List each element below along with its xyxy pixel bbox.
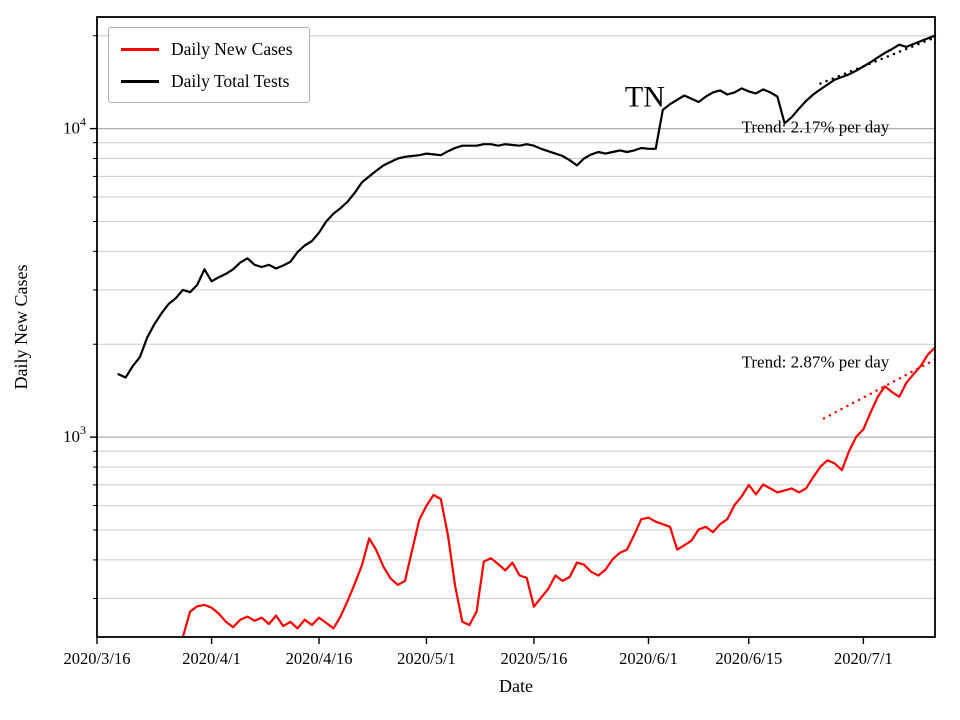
annotation-trend-2-17-per-day: Trend: 2.17% per day bbox=[742, 118, 890, 137]
trend-line-tests-trend bbox=[819, 36, 937, 85]
x-tick-label: 2020/5/1 bbox=[397, 649, 456, 668]
x-axis-label: Date bbox=[499, 676, 533, 696]
legend-item-daily-new-cases: Daily New Cases bbox=[121, 37, 293, 61]
y-tick-label: 104 bbox=[63, 115, 86, 138]
series-line-daily-new-cases bbox=[181, 346, 937, 639]
x-tick-label: 2020/5/16 bbox=[500, 649, 567, 668]
x-tick-label: 2020/7/1 bbox=[834, 649, 893, 668]
series-line-daily-total-tests bbox=[117, 34, 937, 379]
legend-line-daily-new-cases-icon bbox=[121, 47, 159, 51]
annotation-trend-2-87-per-day: Trend: 2.87% per day bbox=[742, 353, 890, 372]
axes-layer: 2020/3/16 2020/4/1 2020/4/16 2020/5/1 2020/5… bbox=[63, 16, 936, 668]
x-tick-label: 2020/6/1 bbox=[619, 649, 678, 668]
y-axis-label: Daily New Cases bbox=[11, 265, 31, 390]
x-tick-label: 2020/4/16 bbox=[286, 649, 353, 668]
y-tick-label: 103 bbox=[63, 423, 86, 446]
x-tick-label: 2020/4/1 bbox=[182, 649, 241, 668]
series-layer bbox=[117, 34, 937, 639]
legend-label-daily-total-tests: Daily Total Tests bbox=[171, 70, 290, 91]
trend-line-cases-trend bbox=[822, 358, 937, 420]
x-tick-label: 2020/3/16 bbox=[64, 649, 131, 668]
legend-item-daily-total-tests: Daily Total Tests bbox=[121, 69, 293, 93]
annotation-tn: TN bbox=[625, 80, 665, 113]
grid-layer bbox=[97, 35, 935, 599]
legend: Daily New Cases Daily Total Tests bbox=[108, 27, 310, 103]
x-tick-label: 2020/6/15 bbox=[715, 649, 782, 668]
annotation-layer: TN Trend: 2.17% per day Trend: 2.87% per d… bbox=[625, 80, 890, 371]
plot-border bbox=[96, 16, 936, 638]
legend-label-daily-new-cases: Daily New Cases bbox=[171, 38, 293, 59]
legend-line-daily-total-tests-icon bbox=[121, 79, 159, 83]
